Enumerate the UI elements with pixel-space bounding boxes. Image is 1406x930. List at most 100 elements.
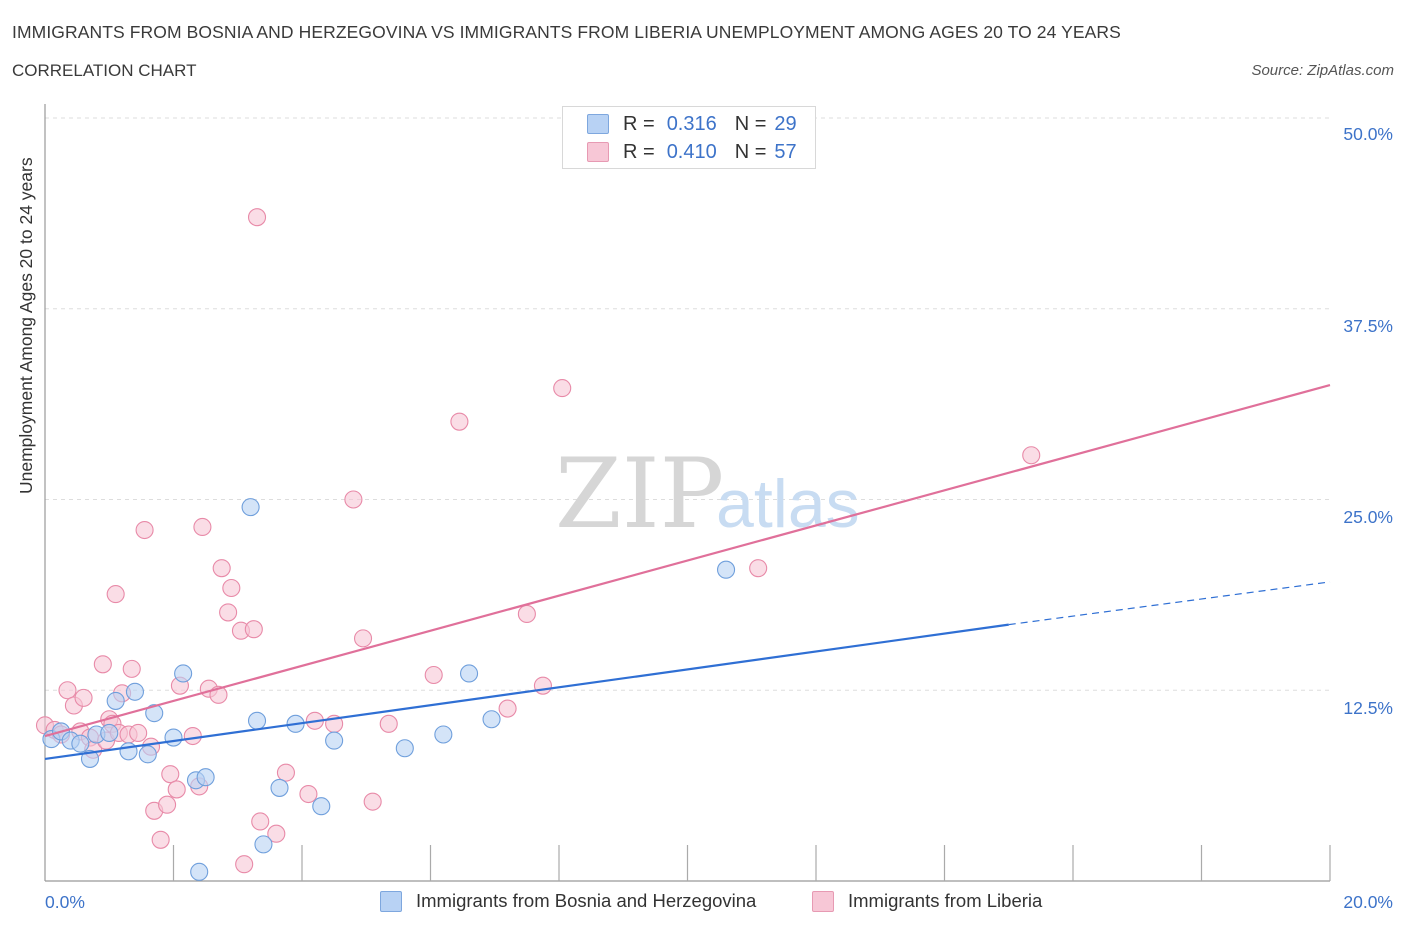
point-bosnia-12 — [164, 728, 183, 747]
x-tick-right: 20.0% — [1343, 892, 1393, 912]
point-liberia-29 — [193, 517, 212, 537]
legend-n-pink: 57 — [774, 140, 797, 163]
legend-swatch-bosnia — [380, 890, 402, 912]
legend-item-liberia: Immigrants from Liberia — [812, 890, 1042, 912]
point-liberia-47 — [363, 792, 382, 811]
watermark: ZIP atlas — [555, 438, 860, 550]
y-axis-label: Unemployment Among Ages 20 to 24 years — [16, 157, 36, 494]
y-tick-25: 25.0% — [1343, 507, 1393, 527]
point-liberia-37 — [244, 620, 263, 639]
point-liberia-25 — [167, 780, 186, 799]
trendlines — [44, 383, 1331, 761]
point-bosnia-22 — [312, 797, 331, 816]
point-liberia-51 — [498, 699, 517, 718]
legend-swatch-blue — [587, 114, 609, 134]
point-liberia-9 — [93, 655, 112, 674]
point-bosnia-19 — [254, 835, 273, 854]
point-liberia-55 — [749, 559, 768, 578]
legend-r-label: R = — [623, 112, 655, 135]
y-tick-50: 50.0% — [1343, 124, 1393, 144]
point-liberia-56 — [1022, 446, 1041, 465]
legend-row-pink: R = 0.410 N = 57 — [587, 141, 797, 163]
point-bosnia-11 — [145, 704, 164, 723]
point-liberia-52 — [517, 604, 536, 624]
y-tick-12-5: 12.5% — [1343, 698, 1393, 718]
y-tick-labels: 12.5% 25.0% 37.5% 50.0% — [1343, 124, 1393, 718]
point-liberia-53 — [533, 676, 552, 695]
legend-n-label: N = — [734, 140, 767, 163]
point-liberia-42 — [299, 784, 318, 804]
point-liberia-32 — [212, 559, 231, 578]
legend-row-blue: R = 0.316 N = 29 — [587, 113, 797, 135]
point-liberia-17 — [122, 659, 141, 678]
point-bosnia-20 — [270, 778, 289, 797]
point-liberia-50 — [450, 412, 469, 431]
point-liberia-48 — [379, 714, 398, 733]
point-liberia-34 — [222, 578, 241, 598]
watermark-zip: ZIP — [555, 438, 724, 550]
point-liberia-46 — [353, 629, 373, 648]
point-bosnia-9 — [125, 682, 144, 701]
legend-swatch-pink — [587, 142, 609, 162]
point-bosnia-26 — [459, 664, 479, 683]
point-liberia-49 — [424, 665, 443, 685]
chart-title: IMMIGRANTS FROM BOSNIA AND HERZEGOVINA V… — [12, 22, 1121, 42]
watermark-atlas: atlas — [716, 466, 860, 542]
x-tick-left: 0.0% — [45, 892, 85, 912]
legend-swatch-liberia — [812, 890, 834, 912]
trendline-bosnia-extension — [1008, 581, 1331, 626]
point-bosnia-24 — [395, 739, 414, 758]
point-bosnia-8 — [119, 742, 138, 761]
point-bosnia-3 — [71, 734, 90, 753]
legend-n-label: N = — [734, 112, 767, 135]
source-label: Source: ZipAtlas.com — [1251, 62, 1394, 79]
points-blue — [42, 498, 736, 881]
legend-r-blue: 0.316 — [666, 112, 717, 135]
point-liberia-38 — [247, 208, 267, 227]
x-ticks — [172, 845, 1331, 881]
y-tick-37-5: 37.5% — [1343, 316, 1393, 336]
legend-label-bosnia: Immigrants from Bosnia and Herzegovina — [416, 890, 757, 911]
stats-legend: R = 0.316 N = 29 R = 0.410 N = 57 — [562, 106, 816, 169]
point-bosnia-7 — [106, 691, 125, 710]
point-bosnia-6 — [100, 723, 119, 743]
trendline-liberia — [44, 383, 1331, 738]
gridlines — [45, 117, 1330, 691]
point-liberia-3 — [58, 681, 77, 700]
legend-r-label: R = — [623, 140, 655, 163]
point-liberia-23 — [158, 795, 177, 814]
point-liberia-22 — [151, 830, 170, 849]
legend-r-pink: 0.410 — [666, 140, 717, 163]
point-bosnia-15 — [190, 862, 209, 881]
point-bosnia-13 — [174, 664, 193, 683]
point-bosnia-10 — [138, 745, 157, 764]
points-pink — [35, 208, 1041, 874]
chart-subtitle: CORRELATION CHART — [12, 61, 197, 80]
legend-n-blue: 29 — [774, 112, 797, 135]
point-liberia-18 — [129, 723, 148, 743]
point-bosnia-28 — [716, 560, 736, 579]
trendline-bosnia — [44, 623, 1009, 761]
point-bosnia-25 — [434, 725, 453, 744]
point-liberia-33 — [219, 603, 238, 622]
point-liberia-36 — [235, 855, 254, 874]
point-liberia-39 — [251, 812, 270, 831]
point-liberia-54 — [553, 379, 572, 398]
point-liberia-27 — [183, 726, 202, 746]
point-liberia-13 — [106, 585, 125, 604]
point-bosnia-16 — [196, 768, 215, 787]
point-liberia-19 — [135, 520, 154, 540]
point-liberia-45 — [344, 490, 363, 509]
legend-item-bosnia: Immigrants from Bosnia and Herzegovina — [380, 890, 756, 912]
point-liberia-6 — [74, 688, 93, 707]
point-bosnia-17 — [241, 498, 260, 517]
point-bosnia-18 — [247, 711, 267, 730]
point-bosnia-27 — [482, 710, 501, 729]
point-liberia-40 — [267, 824, 286, 843]
point-liberia-41 — [276, 763, 295, 782]
point-liberia-24 — [161, 765, 180, 784]
series-legend: Immigrants from Bosnia and Herzegovina I… — [0, 888, 1406, 918]
point-bosnia-23 — [325, 731, 344, 750]
legend-label-liberia: Immigrants from Liberia — [848, 890, 1043, 911]
